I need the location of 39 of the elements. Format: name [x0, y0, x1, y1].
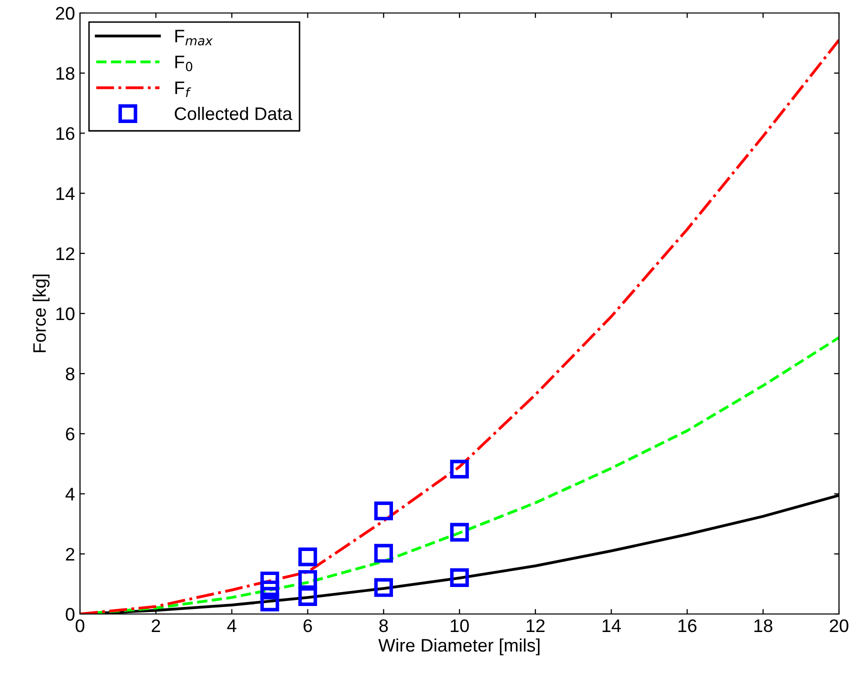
- x-tick-label: 10: [450, 619, 469, 632]
- legend-label: F$_{f}$: [175, 82, 192, 97]
- y-tick-label: 12: [56, 247, 74, 260]
- x-tick-label: 8: [379, 619, 388, 632]
- point: [374, 578, 393, 597]
- x-tick-label: 16: [678, 619, 696, 632]
- y-tick-label: 8: [66, 368, 74, 380]
- point: [374, 502, 393, 520]
- y-tick-label: 14: [56, 187, 75, 200]
- y-tick-label: 6: [66, 428, 74, 440]
- y-tick-label: 20: [56, 6, 74, 20]
- point: [450, 522, 469, 542]
- x-tick-label: 4: [227, 620, 236, 632]
- y-tick-label: 10: [56, 307, 74, 320]
- point: [450, 460, 469, 479]
- x-tick-label: 18: [754, 619, 772, 632]
- x-tick-label: 6: [304, 619, 312, 632]
- legend-label: F$_{max}$: [175, 30, 213, 46]
- y-tick-label: 2: [66, 548, 74, 560]
- y-tick-label: 4: [66, 488, 75, 500]
- legend-label: F$_{0}$: [175, 56, 192, 72]
- point: [450, 568, 469, 588]
- x-tick-label: 12: [526, 619, 545, 632]
- point: [298, 548, 318, 566]
- point: [374, 544, 393, 563]
- x-tick-label: 14: [602, 620, 621, 632]
- x-tick-label: 2: [152, 619, 160, 632]
- y-tick-label: 16: [56, 127, 74, 140]
- y-tick-label: 18: [56, 67, 74, 80]
- point: [260, 572, 280, 590]
- point: [260, 592, 280, 612]
- x-axis-title: Wire Diameter [mils]: [378, 638, 540, 656]
- point: [298, 570, 318, 589]
- legend-label: Collected Data: [174, 106, 292, 120]
- y-tick-label: 0: [66, 608, 74, 621]
- x-tick-label: 0: [76, 619, 84, 632]
- y-axis-title: Force [kg]: [32, 274, 50, 352]
- x-tick-label: 20: [830, 619, 848, 632]
- point: [298, 587, 318, 606]
